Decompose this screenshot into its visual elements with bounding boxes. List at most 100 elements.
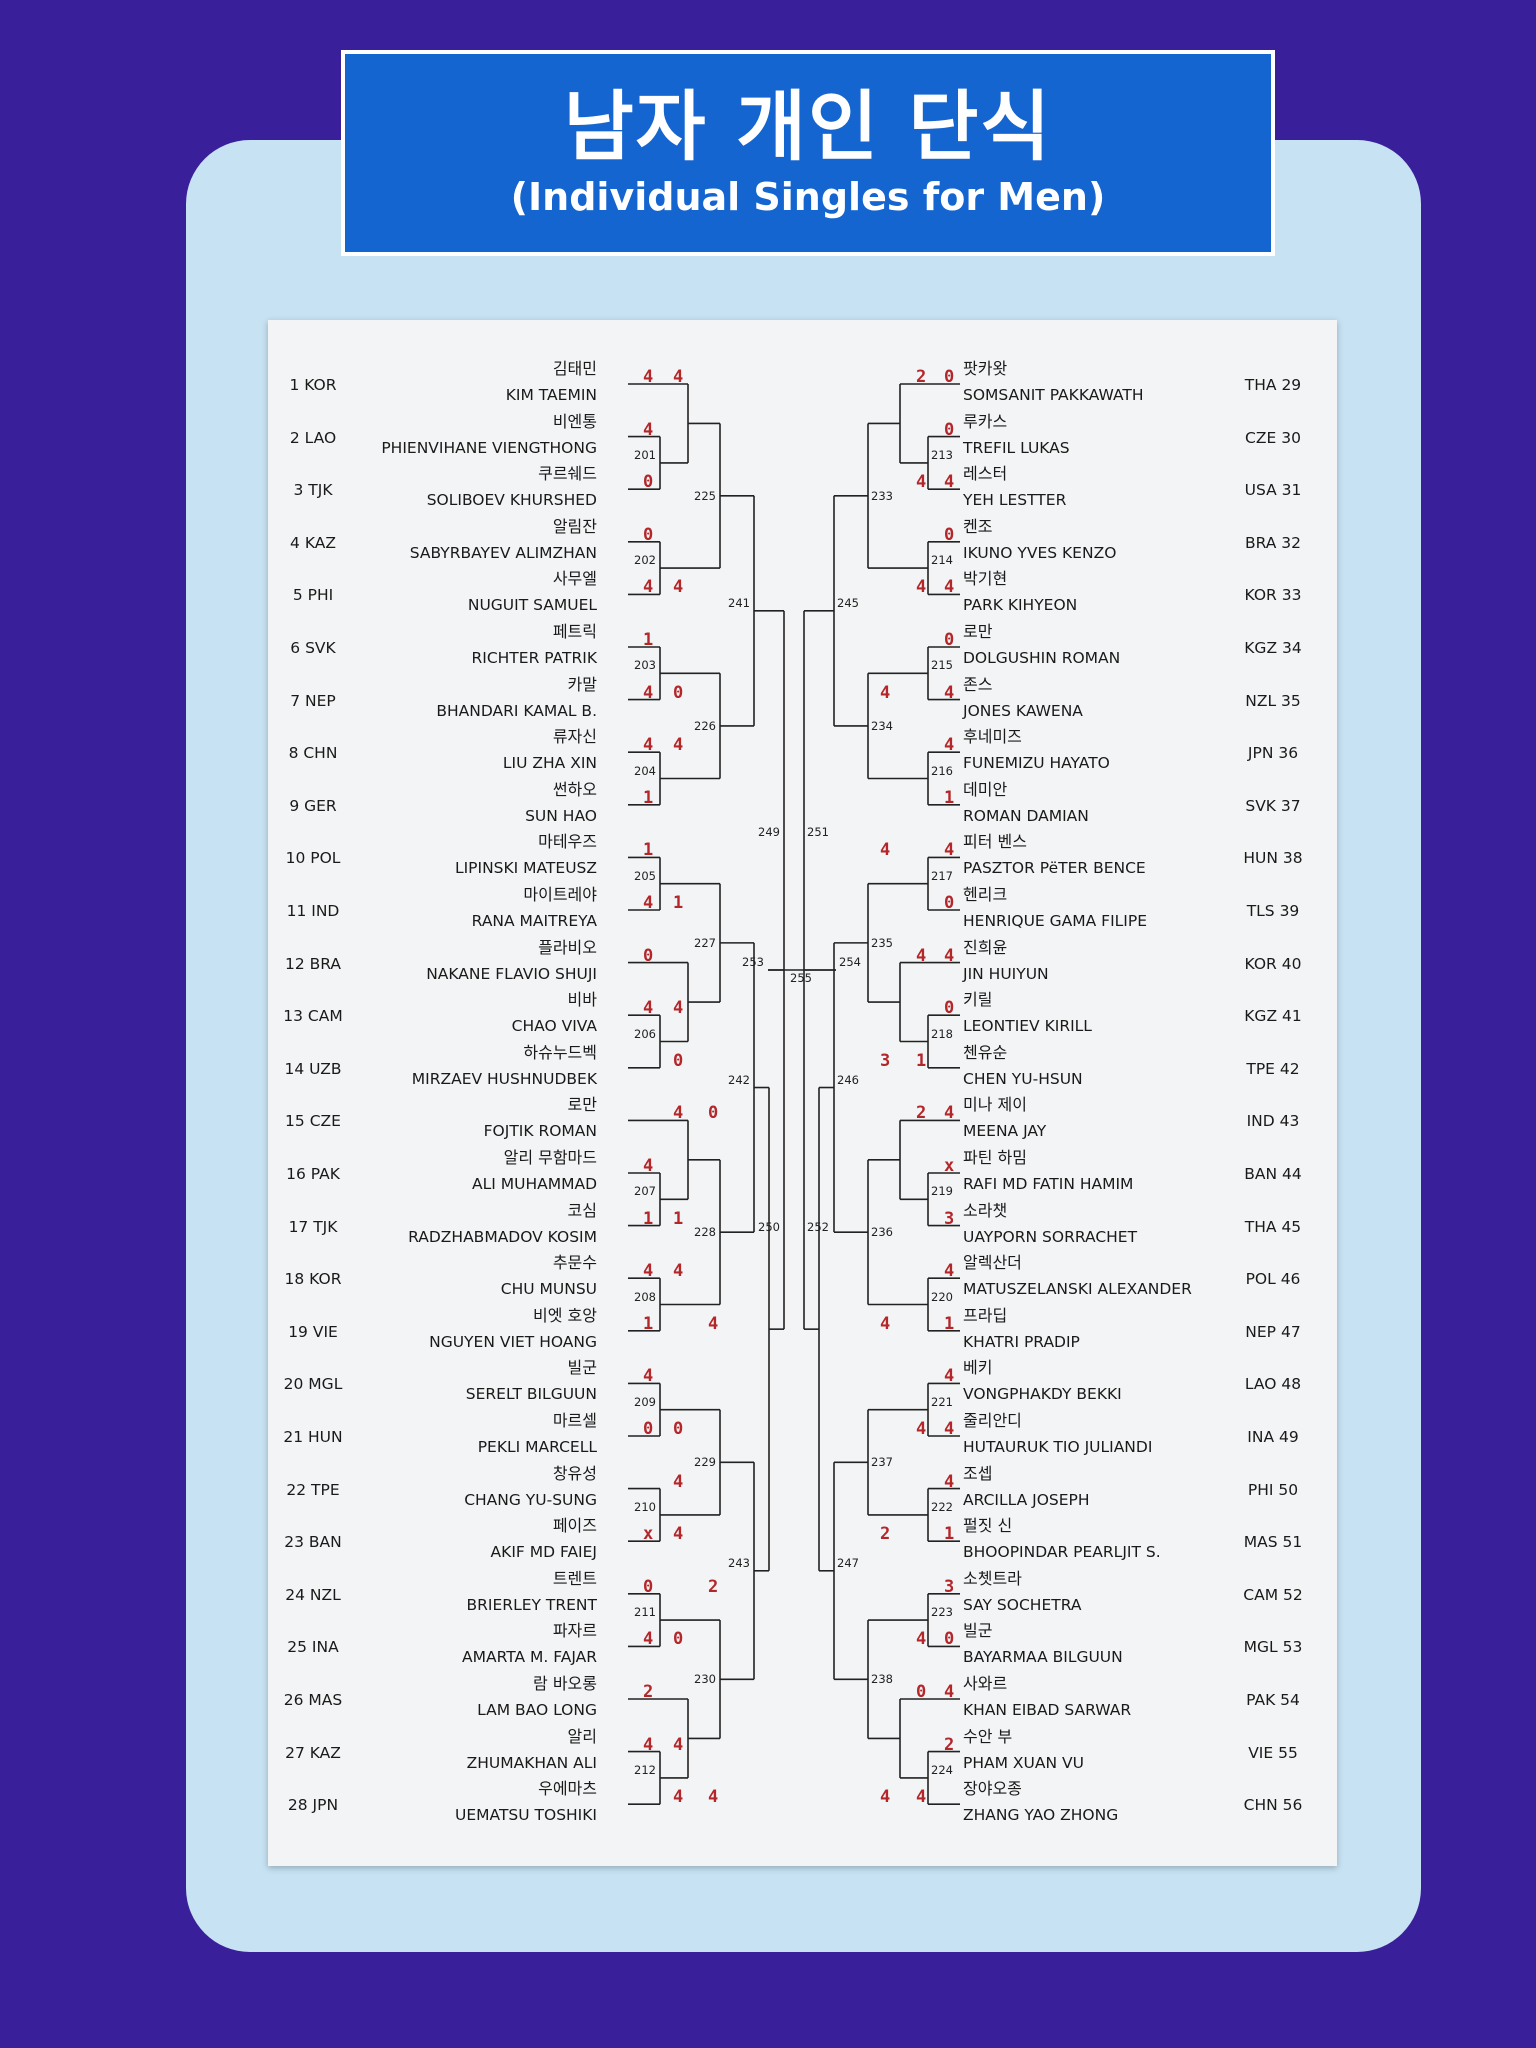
handwritten-score: 4 [643, 1366, 654, 1387]
player-name: IKUNO YVES KENZO [963, 543, 1117, 562]
player-name-korean: 코심 [567, 1200, 597, 1220]
player-name: NAKANE FLAVIO SHUJI [426, 964, 597, 983]
handwritten-score: 0 [916, 1682, 927, 1702]
seed-label: 22 TPE [286, 1480, 340, 1499]
player-name: PHAM XUAN VU [963, 1753, 1084, 1772]
player-name-korean: 썬하오 [552, 779, 597, 799]
match-number: 227 [694, 935, 716, 950]
player-name-korean: 알리 [567, 1726, 597, 1746]
player-name-korean: 빌군 [567, 1358, 597, 1378]
player-name-korean: 첸유순 [963, 1042, 1008, 1062]
player-name-korean: 비엣 호앙 [533, 1305, 597, 1325]
handwritten-score: 4 [673, 1787, 684, 1808]
handwritten-score: 4 [944, 1261, 955, 1282]
seed-label: CZE 30 [1245, 428, 1301, 447]
player-name-korean: 수안 부 [963, 1726, 1013, 1746]
player-name: UAYPORN SORRACHET [963, 1227, 1138, 1246]
player-name: RICHTER PATRIK [471, 649, 597, 667]
handwritten-score: 1 [916, 1050, 927, 1071]
handwritten-score: 4 [880, 682, 891, 703]
player-name: LAM BAO LONG [477, 1701, 597, 1719]
handwritten-score: 4 [643, 1261, 654, 1282]
player-name: RANA MAITREYA [471, 912, 597, 930]
match-number: 233 [871, 488, 893, 503]
seed-label: JPN 36 [1247, 744, 1299, 763]
player-name: LIPINSKI MATEUSZ [454, 859, 597, 878]
handwritten-score: 4 [643, 893, 654, 913]
player-name-korean: 팟카왓 [963, 359, 1008, 378]
player-name-korean: 트렌트 [552, 1568, 597, 1588]
player-name: BHANDARI KAMAL B. [436, 701, 597, 720]
handwritten-score: 3 [944, 1576, 955, 1597]
player-name-korean: 김태민 [552, 359, 597, 378]
handwritten-score: 4 [944, 577, 955, 598]
handwritten-score: 4 [944, 1366, 955, 1387]
match-number: 243 [728, 1555, 750, 1570]
player-name-korean: 빌군 [963, 1621, 993, 1641]
player-name-korean: 람 바오롱 [533, 1674, 597, 1693]
handwritten-score: 4 [643, 367, 654, 387]
player-name: BAYARMAA BILGUUN [963, 1648, 1123, 1667]
seed-label: IND 43 [1246, 1112, 1300, 1131]
seed-label: 26 MAS [283, 1691, 343, 1709]
handwritten-score: 1 [643, 840, 654, 861]
player-name: CHEN YU-HSUN [963, 1069, 1083, 1088]
match-number: 207 [634, 1184, 656, 1199]
handwritten-score: 4 [643, 1734, 654, 1755]
match-number: 238 [871, 1672, 893, 1687]
seed-label: HUN 38 [1243, 849, 1303, 868]
player-name: BHOOPINDAR PEARLJIT S. [963, 1543, 1161, 1562]
handwritten-score: 4 [673, 998, 684, 1019]
handwritten-score: 4 [944, 840, 955, 861]
player-name: JONES KAWENA [963, 701, 1083, 720]
match-number: 226 [694, 718, 716, 733]
seed-label: 23 BAN [284, 1533, 342, 1552]
handwritten-score: 4 [916, 1787, 927, 1808]
seed-label: 1 KOR [289, 376, 337, 394]
handwritten-score: 4 [916, 472, 927, 493]
player-name: NGUYEN VIET HOANG [429, 1332, 597, 1351]
player-name: CHU MUNSU [500, 1280, 597, 1299]
handwritten-score: 3 [944, 1208, 955, 1229]
seed-label: 12 BRA [284, 954, 342, 973]
player-name: PEKLI MARCELL [477, 1438, 597, 1456]
handwritten-score: 4 [916, 1629, 927, 1650]
player-name: MIRZAEV HUSHNUDBEK [411, 1069, 597, 1088]
player-name-korean: 진희윤 [963, 937, 1008, 957]
handwritten-score: 0 [944, 419, 955, 440]
handwritten-score: 1 [944, 1313, 955, 1334]
match-number: 223 [931, 1605, 953, 1620]
match-number: 234 [871, 718, 893, 733]
match-number: 201 [634, 447, 656, 462]
player-name: SUN HAO [525, 806, 597, 825]
seed-label: 24 NZL [285, 1585, 341, 1604]
seed-label: KGZ 34 [1244, 639, 1302, 657]
seed-label: USA 31 [1244, 481, 1302, 500]
player-name-korean: 소라챗 [963, 1200, 1008, 1220]
player-name: SOMSANIT PAKKAWATH [963, 386, 1144, 404]
player-name: RADZHABMADOV KOSIM [408, 1227, 597, 1246]
seed-label: 2 LAO [289, 428, 337, 447]
seed-label: CAM 52 [1243, 1585, 1303, 1604]
player-name: SOLIBOEV KHURSHED [426, 491, 597, 510]
handwritten-score: 0 [944, 367, 955, 387]
title-english: (Individual Singles for Men) [510, 174, 1106, 219]
handwritten-score: 2 [880, 1524, 891, 1545]
handwritten-score: 4 [708, 1787, 719, 1808]
seed-label: TLS 39 [1246, 902, 1300, 920]
match-number: 242 [728, 1072, 750, 1087]
match-number: 250 [758, 1220, 780, 1235]
player-name-korean: 로만 [567, 1095, 597, 1115]
seed-label: 17 TJK [288, 1217, 338, 1236]
seed-label: BAN 44 [1244, 1165, 1302, 1183]
handwritten-score: 4 [673, 1103, 684, 1124]
seed-label: 6 SVK [290, 639, 336, 657]
title-korean: 남자 개인 단식 [563, 82, 1053, 172]
handwritten-score: 0 [944, 1629, 955, 1650]
handwritten-score: 1 [643, 1313, 654, 1334]
match-number: 225 [694, 488, 716, 503]
handwritten-score: 4 [673, 1524, 684, 1545]
seed-label: THA 29 [1244, 376, 1302, 394]
handwritten-score: 0 [643, 1576, 654, 1597]
seed-label: 25 INA [287, 1638, 339, 1657]
